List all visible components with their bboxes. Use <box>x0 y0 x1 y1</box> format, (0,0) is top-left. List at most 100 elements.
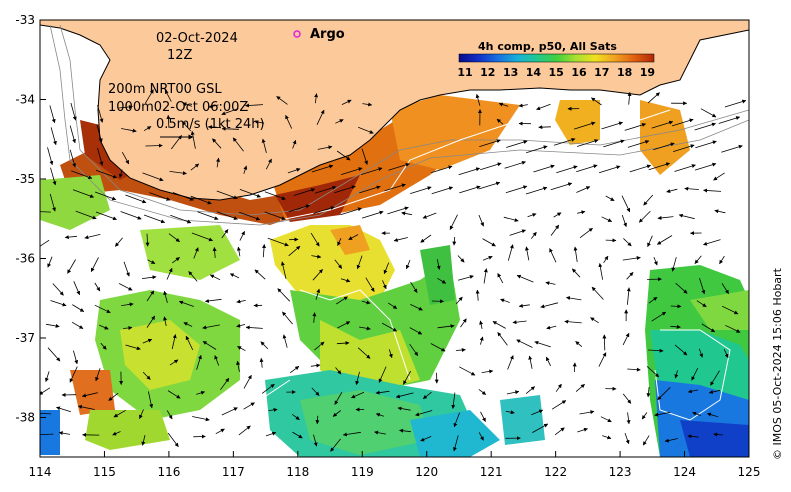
color-legend: 4h comp, p50, All Sats 11 12 13 14 15 16 17 18 1… <box>457 40 655 79</box>
current-arrow <box>268 407 278 412</box>
current-arrow <box>95 368 101 382</box>
current-arrow <box>481 369 494 374</box>
current-arrow <box>336 296 348 305</box>
current-arrow <box>600 416 612 423</box>
current-arrow <box>245 103 264 108</box>
current-arrow <box>573 121 596 130</box>
current-arrow <box>243 165 248 174</box>
current-arrow <box>387 302 398 309</box>
current-arrow <box>40 433 54 436</box>
current-arrow <box>546 325 557 330</box>
current-arrow <box>622 256 641 261</box>
current-arrow <box>336 341 350 346</box>
legend-label: 19 <box>640 66 655 79</box>
legend-label: 16 <box>571 66 587 79</box>
current-arrow <box>420 234 432 243</box>
current-arrow <box>518 303 530 308</box>
y-tick-label: -36 <box>15 252 35 266</box>
current-arrow <box>692 411 702 416</box>
current-arrow <box>254 269 266 280</box>
current-arrow <box>724 99 747 108</box>
current-arrow <box>525 186 548 195</box>
x-tick-label: 114 <box>29 465 52 479</box>
current-arrow <box>455 296 463 305</box>
current-arrow <box>69 366 78 383</box>
current-arrow <box>95 211 117 221</box>
current-arrow <box>647 235 653 247</box>
current-arrow <box>118 169 123 178</box>
current-arrow <box>388 349 393 359</box>
current-arrow <box>67 259 76 274</box>
current-arrow <box>482 255 493 261</box>
current-arrow <box>47 347 61 362</box>
current-arrow <box>723 349 729 359</box>
current-arrow <box>554 427 565 436</box>
current-arrow <box>144 89 154 104</box>
current-arrow <box>436 259 441 270</box>
current-arrow <box>540 302 558 309</box>
current-arrow <box>666 188 678 193</box>
current-arrow <box>480 162 502 171</box>
current-arrow <box>148 391 154 409</box>
current-arrow <box>196 390 206 395</box>
current-arrow <box>40 211 51 213</box>
current-arrow <box>696 300 707 308</box>
current-arrow <box>192 416 210 422</box>
current-vectors <box>40 89 747 452</box>
current-arrow <box>340 278 351 283</box>
current-arrow <box>409 343 419 357</box>
current-arrow <box>516 339 533 348</box>
current-arrow <box>71 170 93 180</box>
current-arrow <box>335 119 344 124</box>
current-arrow <box>602 334 607 351</box>
current-arrow <box>342 431 361 437</box>
current-arrow <box>276 96 288 105</box>
current-arrow <box>163 316 167 326</box>
current-arrow <box>437 324 455 329</box>
current-arrow <box>694 122 716 131</box>
current-arrow <box>605 195 615 202</box>
current-arrow <box>312 269 323 281</box>
current-arrow <box>185 335 194 351</box>
current-arrow <box>142 172 164 182</box>
current-arrow <box>123 325 133 330</box>
current-arrow <box>49 105 56 124</box>
current-arrow <box>626 412 631 425</box>
current-arrow <box>282 311 293 325</box>
current-arrow <box>167 390 181 399</box>
current-arrow <box>96 124 103 143</box>
current-arrow <box>556 165 578 174</box>
current-arrow <box>430 165 453 174</box>
current-arrow <box>336 150 351 161</box>
current-arrow <box>365 277 375 292</box>
current-arrow <box>576 186 591 193</box>
argo-label: Argo <box>310 27 345 42</box>
current-arrow <box>483 268 488 284</box>
argo-marker <box>293 30 301 38</box>
current-arrow <box>208 104 219 109</box>
current-arrow <box>430 343 446 352</box>
current-arrow <box>317 145 333 150</box>
x-tick-label: 125 <box>738 465 761 479</box>
current-arrow <box>311 387 320 396</box>
current-arrow <box>577 427 588 433</box>
current-arrow <box>50 300 67 307</box>
current-arrow <box>212 138 222 149</box>
current-arrow <box>496 118 504 125</box>
current-arrow <box>202 340 217 350</box>
current-arrow <box>314 185 337 194</box>
current-arrow <box>653 256 658 266</box>
current-arrow <box>311 254 322 259</box>
current-arrow <box>550 182 573 191</box>
current-arrow <box>449 214 458 230</box>
current-arrow <box>714 209 726 214</box>
current-arrow <box>382 280 387 290</box>
current-arrow <box>627 91 632 105</box>
current-arrow <box>94 282 101 292</box>
current-arrow <box>533 164 555 173</box>
current-arrow <box>656 235 673 245</box>
current-arrow <box>190 130 196 149</box>
current-arrow <box>310 363 321 368</box>
current-arrow <box>457 255 465 263</box>
current-arrow <box>170 135 182 150</box>
